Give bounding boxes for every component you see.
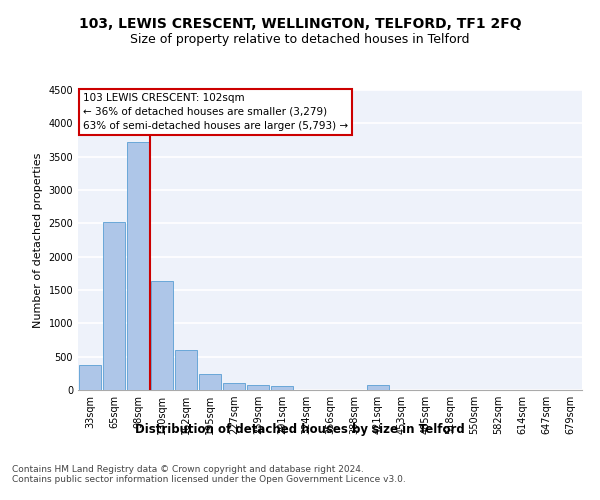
Bar — [367, 386, 389, 390]
Y-axis label: Number of detached properties: Number of detached properties — [33, 152, 43, 328]
Bar — [127, 142, 149, 390]
Text: 103, LEWIS CRESCENT, WELLINGTON, TELFORD, TF1 2FQ: 103, LEWIS CRESCENT, WELLINGTON, TELFORD… — [79, 18, 521, 32]
Bar — [271, 386, 293, 390]
Text: Size of property relative to detached houses in Telford: Size of property relative to detached ho… — [130, 32, 470, 46]
Text: Contains HM Land Registry data © Crown copyright and database right 2024.
Contai: Contains HM Land Registry data © Crown c… — [12, 465, 406, 484]
Text: Distribution of detached houses by size in Telford: Distribution of detached houses by size … — [135, 422, 465, 436]
Bar — [199, 374, 221, 390]
Bar — [79, 364, 101, 390]
Text: 103 LEWIS CRESCENT: 102sqm
← 36% of detached houses are smaller (3,279)
63% of s: 103 LEWIS CRESCENT: 102sqm ← 36% of deta… — [83, 93, 348, 131]
Bar — [151, 282, 173, 390]
Bar — [103, 222, 125, 390]
Bar — [223, 382, 245, 390]
Bar — [175, 350, 197, 390]
Bar — [247, 386, 269, 390]
